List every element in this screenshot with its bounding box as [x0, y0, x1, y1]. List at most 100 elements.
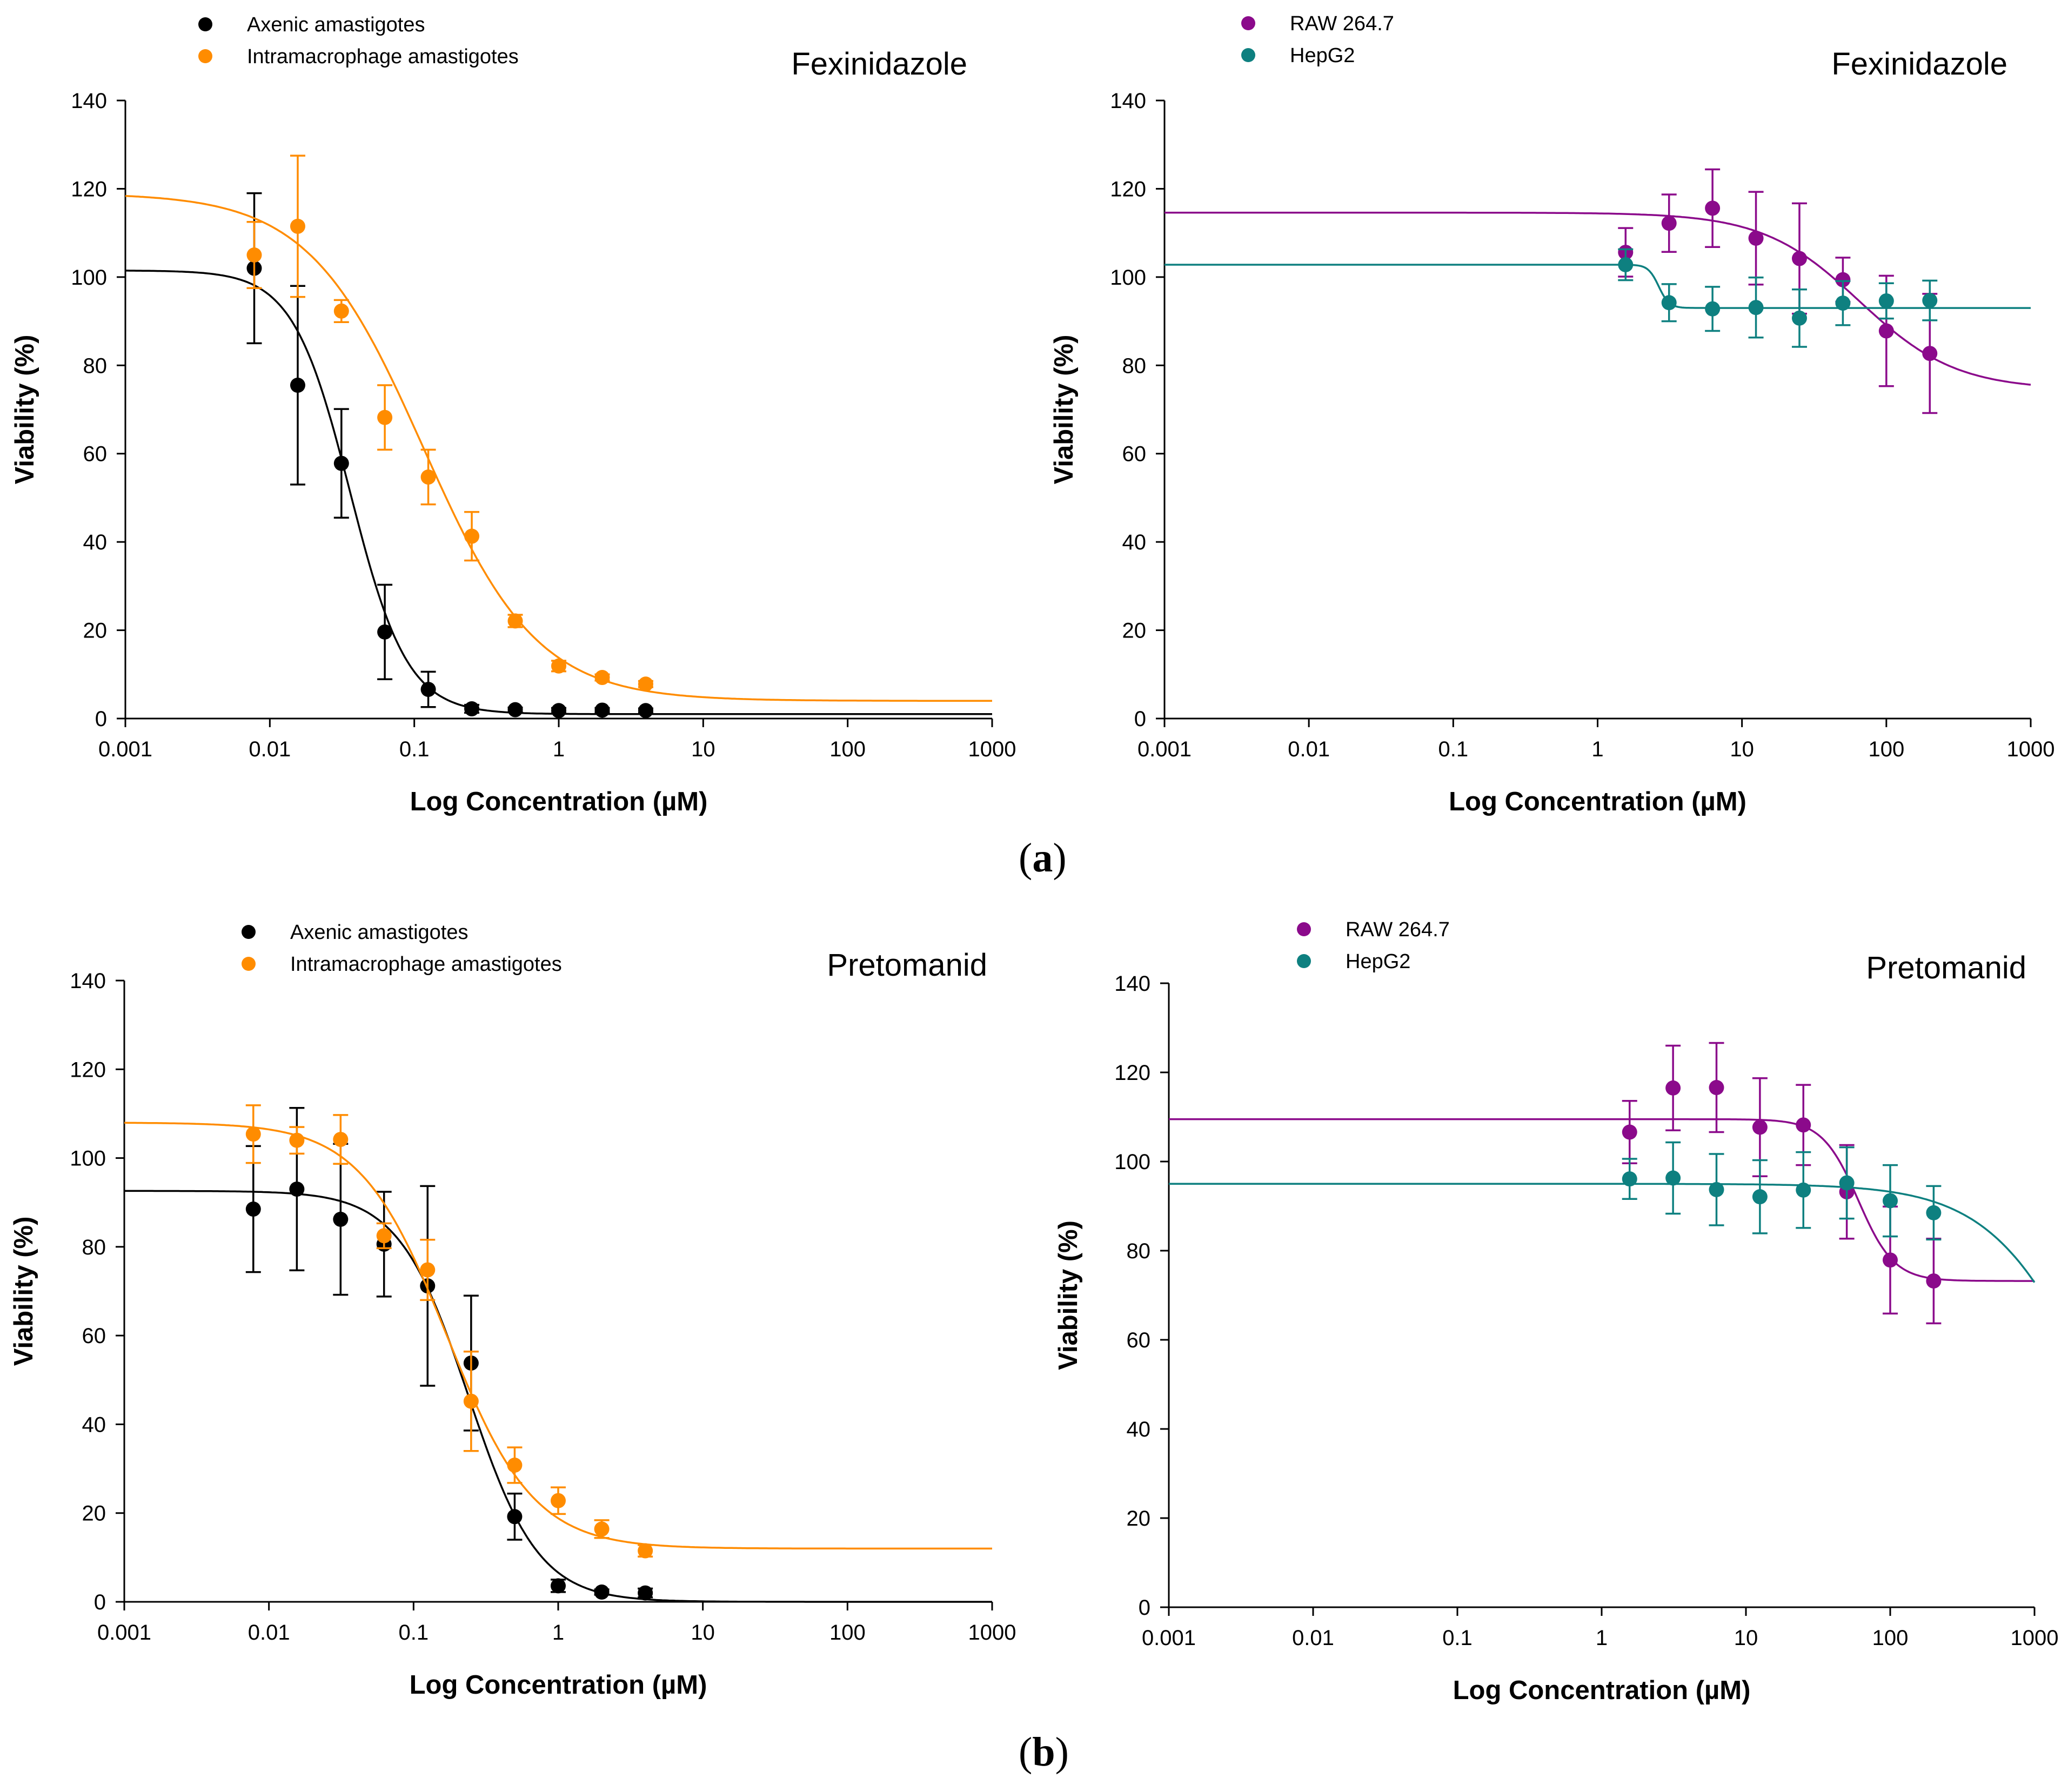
legend-label: Axenic amastigotes	[247, 14, 425, 36]
series-hepg2	[1169, 1141, 2036, 1283]
y-axis-title: Viability (%)	[10, 335, 39, 485]
x-tick-label: 0.1	[399, 1621, 429, 1645]
data-point	[1705, 301, 1721, 317]
fit-curve	[124, 1122, 992, 1550]
data-point	[1622, 1124, 1637, 1140]
data-point	[246, 247, 262, 263]
x-axis-title: Log Concentration (µM)	[1453, 1676, 1751, 1705]
legend-label: HepG2	[1346, 950, 1410, 973]
x-tick-label: 0.001	[1142, 1626, 1196, 1650]
data-point	[1839, 1175, 1855, 1191]
chart-title: Fexinidazole	[1831, 46, 2007, 82]
legend-marker	[198, 49, 212, 63]
x-tick-label: 0.001	[97, 1621, 151, 1645]
data-point	[333, 1132, 349, 1147]
y-tick-label: 140	[70, 969, 106, 993]
x-tick-label: 0.001	[1137, 737, 1192, 761]
legend-label: Intramacrophage amastigotes	[247, 45, 519, 68]
x-tick-label: 0.1	[1442, 1626, 1473, 1650]
chart-fexinidazole-host-cells: 0.001 0.01 0.1 1 10 100 1000 0 20 40 60 80 100 120 140…	[1049, 12, 2054, 816]
y-tick-label: 40	[83, 531, 108, 554]
legend-marker	[1297, 922, 1311, 936]
data-point	[1791, 310, 1807, 326]
y-tick-label: 140	[1114, 972, 1150, 996]
series-intramacrophage-amastigotes	[124, 1104, 992, 1559]
y-tick-label: 100	[70, 1147, 106, 1171]
y-tick-label: 20	[83, 619, 108, 643]
legend-marker	[242, 925, 256, 939]
y-axis-title: Viability (%)	[9, 1217, 38, 1366]
y-tick-label: 80	[1127, 1239, 1151, 1263]
data-point	[420, 682, 436, 697]
legend-label: Axenic amastigotes	[290, 921, 469, 944]
y-tick-label: 80	[83, 354, 108, 378]
fit-curve	[125, 270, 992, 715]
data-point	[1796, 1117, 1811, 1133]
y-tick-label: 40	[82, 1413, 106, 1437]
x-tick-label: 0.01	[249, 737, 291, 761]
x-tick-label: 1	[552, 1621, 564, 1645]
data-point	[594, 702, 610, 718]
y-tick-label: 40	[1127, 1418, 1151, 1441]
y-tick-label: 40	[1122, 531, 1147, 554]
y-tick-label: 20	[82, 1502, 106, 1526]
x-tick-label: 0.001	[98, 737, 152, 761]
legend-marker	[1241, 48, 1255, 62]
series-axenic-amastigotes	[124, 1107, 992, 1603]
y-tick-label: 0	[95, 707, 107, 731]
data-point	[1791, 251, 1807, 266]
series-intramacrophage-amastigotes	[125, 155, 992, 702]
fit-curve	[1164, 211, 2031, 386]
data-point	[1878, 323, 1894, 339]
chart-pretomanid-host-cells: 0.001 0.01 0.1 1 10 100 1000 0 20 40 60 80 100 120 140…	[1054, 918, 2058, 1705]
data-point	[377, 624, 393, 640]
data-point	[1883, 1252, 1898, 1268]
data-point	[333, 455, 349, 471]
data-point	[594, 1584, 610, 1600]
data-point	[594, 670, 610, 686]
data-point	[1752, 1119, 1768, 1135]
data-point	[551, 1578, 566, 1594]
x-tick-label: 100	[829, 1621, 866, 1645]
data-point	[420, 469, 436, 485]
y-tick-label: 60	[1122, 442, 1147, 466]
data-point	[551, 703, 566, 719]
data-point	[594, 1521, 610, 1537]
x-axis-title: Log Concentration (µM)	[410, 1670, 707, 1700]
data-point	[1661, 295, 1677, 311]
data-point	[507, 1509, 523, 1525]
data-point	[1926, 1273, 1942, 1289]
fit-curve	[124, 1190, 992, 1603]
data-point	[1922, 293, 1938, 308]
x-tick-label: 10	[691, 1621, 715, 1645]
data-point	[290, 218, 305, 234]
data-point	[333, 1211, 349, 1227]
data-point	[1618, 257, 1634, 272]
x-tick-label: 10	[1730, 737, 1754, 761]
x-tick-label: 10	[1734, 1626, 1758, 1650]
data-point	[1665, 1170, 1681, 1186]
y-tick-label: 100	[1110, 266, 1146, 290]
legend-item-axenic-amastigotes: Axenic amastigotes	[198, 14, 425, 36]
y-tick-label: 100	[71, 266, 107, 290]
x-tick-label: 1	[1591, 737, 1603, 761]
y-tick-label: 0	[1134, 707, 1146, 731]
data-point	[507, 1458, 523, 1473]
data-point	[638, 1543, 653, 1559]
data-point	[1705, 200, 1721, 216]
data-point	[1926, 1205, 1942, 1220]
y-tick-label: 20	[1127, 1507, 1151, 1531]
x-tick-label: 10	[691, 737, 715, 761]
data-point	[420, 1262, 436, 1278]
x-tick-label: 1	[553, 737, 565, 761]
legend-item-raw-264-7: RAW 264.7	[1297, 918, 1450, 941]
data-point	[333, 303, 349, 319]
y-tick-label: 120	[1110, 177, 1146, 201]
series-raw-264-7	[1164, 168, 2031, 414]
data-point	[1922, 346, 1938, 361]
data-point	[638, 676, 653, 692]
data-point	[551, 658, 566, 674]
chart-title: Fexinidazole	[791, 46, 967, 82]
data-point	[290, 378, 305, 393]
